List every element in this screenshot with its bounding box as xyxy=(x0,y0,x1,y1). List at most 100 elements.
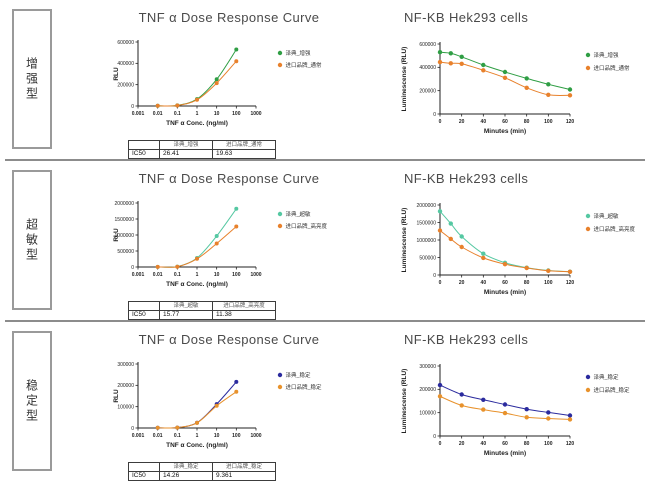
legend-label: 进口品牌_稳定 xyxy=(594,386,631,394)
x-tick-label: 20 xyxy=(459,441,465,447)
x-tick-label: 0 xyxy=(439,119,442,125)
x-tick-label: 60 xyxy=(502,441,508,447)
dose-response-panel: TNF α Dose Response Curve 0 100000 200000 3… xyxy=(108,322,350,481)
data-point xyxy=(234,59,239,64)
data-point xyxy=(155,103,160,108)
data-point xyxy=(524,415,529,420)
row-label-box: 超敏型 xyxy=(12,170,52,310)
data-point xyxy=(214,77,219,82)
data-point xyxy=(437,382,443,388)
table-row-label: IC50 xyxy=(128,471,160,481)
x-tick-label: 0.001 xyxy=(132,111,145,117)
data-point xyxy=(459,54,464,59)
kinetics-panel: NF-KB Hek293 cells 0 100000 200000 300000 0 2… xyxy=(390,322,650,470)
series-line xyxy=(439,395,571,420)
x-axis-label: Minutes (min) xyxy=(484,289,526,296)
legend-label: 泽典_增强 xyxy=(594,51,620,59)
x-axis-label: Minutes (min) xyxy=(484,128,526,135)
data-point xyxy=(546,92,551,97)
y-tick-label: 0 xyxy=(131,265,134,271)
x-tick-label: 100 xyxy=(232,272,241,278)
data-point xyxy=(567,87,573,92)
legend-label: 进口品牌_高亮度 xyxy=(286,222,328,230)
table-row-label: IC50 xyxy=(128,310,160,320)
legend-label: 泽典_稳定 xyxy=(286,371,312,379)
data-point xyxy=(437,228,443,233)
y-tick-label: 0 xyxy=(433,273,436,279)
legend-label: 进口品牌_通常 xyxy=(594,64,631,72)
data-point xyxy=(481,62,486,68)
legend-marker xyxy=(585,226,591,232)
x-tick-label: 0.1 xyxy=(174,111,181,117)
data-point xyxy=(481,251,486,256)
x-axis-label: TNF α Conc. (ng/ml) xyxy=(166,281,228,288)
data-point xyxy=(502,69,508,75)
table-header-cell: 泽典_增强 xyxy=(159,140,213,150)
table-header-cell: 进口品牌_通常 xyxy=(212,140,276,150)
y-tick-label: 1500000 xyxy=(115,217,135,223)
data-point xyxy=(175,103,180,108)
kinetics-chart: 0 100000 200000 300000 0 20 40 60 80 100 120 Lumine… xyxy=(401,364,631,457)
data-point xyxy=(459,61,464,66)
data-point xyxy=(546,268,551,273)
x-tick-label: 80 xyxy=(524,119,530,125)
x-tick-label: 100 xyxy=(232,433,241,439)
y-axis-label: Luminescense (RLU) xyxy=(401,369,408,434)
legend-marker xyxy=(585,374,591,380)
data-point xyxy=(502,402,508,407)
data-point xyxy=(234,379,239,384)
x-tick-label: 80 xyxy=(524,280,530,286)
legend-marker xyxy=(277,211,283,217)
x-tick-label: 0.1 xyxy=(174,272,181,278)
chart-title: TNF α Dose Response Curve xyxy=(138,171,320,186)
x-tick-label: 1000 xyxy=(250,111,261,117)
x-tick-label: 60 xyxy=(502,280,508,286)
table-value: 11.38 xyxy=(212,310,276,320)
x-tick-label: 40 xyxy=(481,119,487,125)
x-tick-label: 100 xyxy=(544,441,553,447)
x-tick-label: 0.01 xyxy=(153,433,163,439)
data-point xyxy=(546,416,551,421)
data-point xyxy=(567,413,573,418)
kinetics-panel: NF-KB Hek293 cells 0 500000 1000000 1500000… xyxy=(390,161,650,309)
data-point xyxy=(524,265,529,271)
data-point xyxy=(437,59,443,65)
data-point xyxy=(448,61,453,66)
data-point xyxy=(502,410,508,416)
y-tick-label: 200000 xyxy=(419,88,436,94)
legend-label: 泽典_超敏 xyxy=(594,212,620,220)
y-tick-label: 300000 xyxy=(419,364,436,370)
data-point xyxy=(448,221,453,226)
legend-marker xyxy=(277,372,283,378)
row-label: 增强型 xyxy=(24,56,39,102)
data-point xyxy=(448,236,453,242)
data-point xyxy=(459,403,464,408)
y-tick-label: 400000 xyxy=(117,61,134,67)
data-point xyxy=(234,224,239,229)
data-point xyxy=(214,403,219,408)
x-tick-label: 1 xyxy=(196,433,199,439)
data-point xyxy=(524,407,529,412)
y-tick-label: 2000000 xyxy=(115,201,135,207)
data-point xyxy=(195,420,199,425)
x-axis-label: TNF α Conc. (ng/ml) xyxy=(166,442,228,449)
y-tick-label: 1000000 xyxy=(115,233,135,239)
y-tick-label: 0 xyxy=(433,434,436,440)
legend-marker xyxy=(585,52,591,58)
x-tick-label: 100 xyxy=(544,119,553,125)
x-tick-label: 100 xyxy=(232,111,241,117)
data-point xyxy=(437,209,443,214)
data-point xyxy=(567,417,573,422)
data-point xyxy=(214,81,219,86)
data-point xyxy=(502,75,508,80)
data-point xyxy=(175,425,180,430)
chart-title: NF-KB Hek293 cells xyxy=(404,332,529,347)
kinetics-chart: 0 500000 1000000 1500000 2000000 0 20 40 60 80 100… xyxy=(401,203,636,296)
data-point xyxy=(524,76,529,81)
y-axis-label: RLU xyxy=(113,228,120,242)
dose-response-chart: 0 500000 1000000 1500000 2000000 0.001 0.01 0.1… xyxy=(113,201,328,288)
table-corner-cell xyxy=(128,462,160,472)
data-point xyxy=(502,262,508,267)
data-point xyxy=(234,206,239,211)
